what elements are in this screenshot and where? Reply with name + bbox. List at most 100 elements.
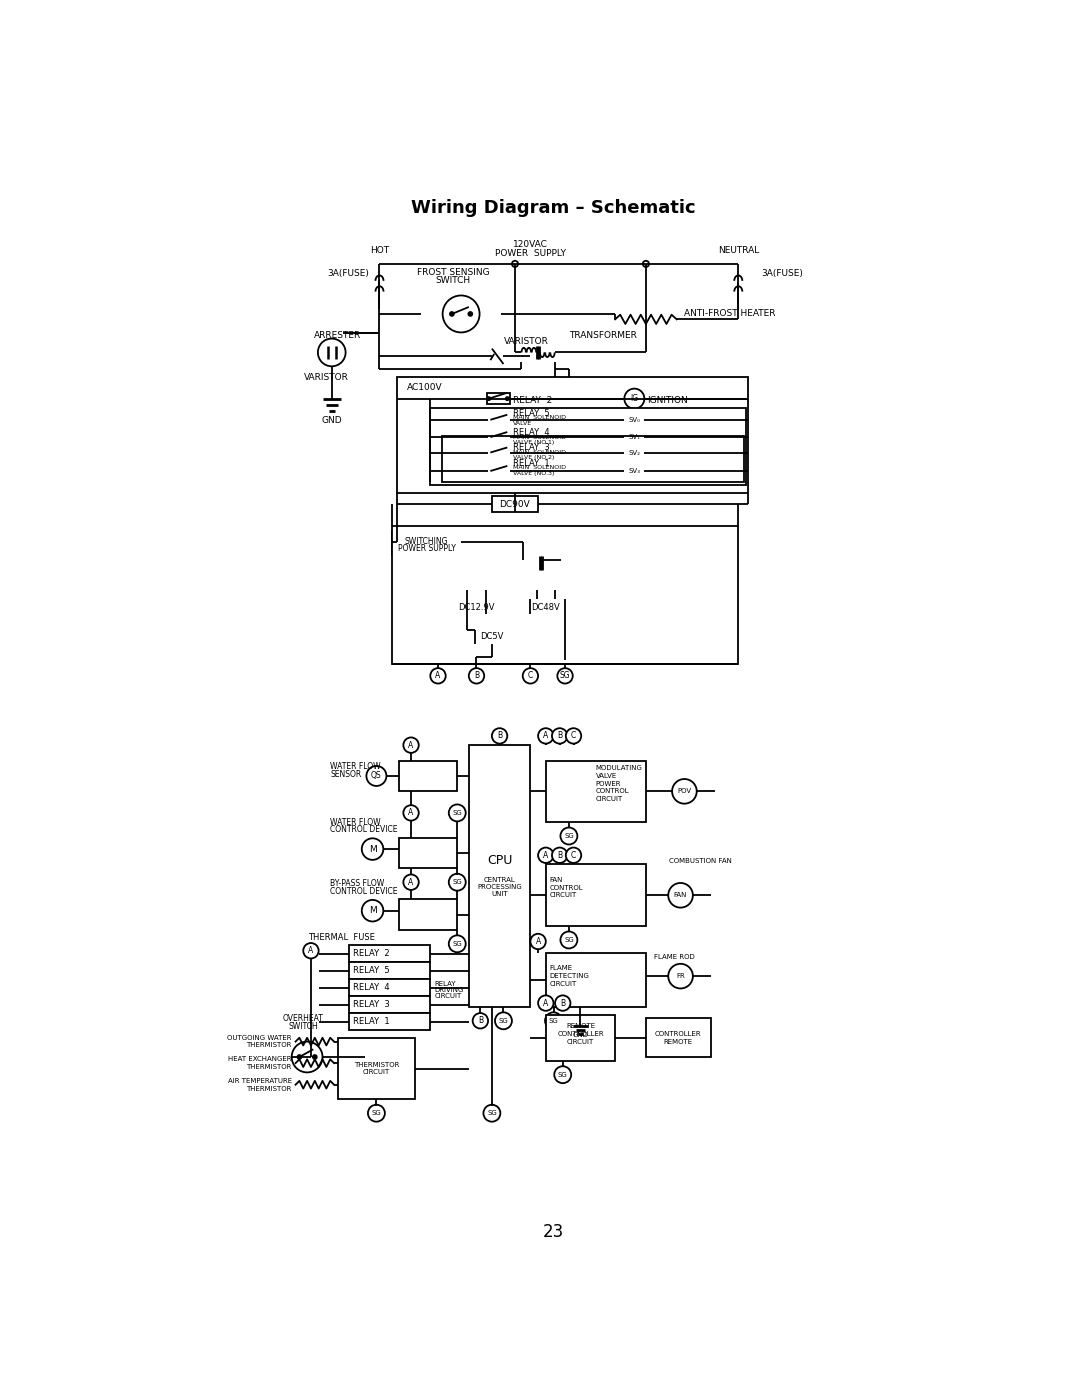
Text: RELAY  5: RELAY 5 bbox=[513, 409, 550, 418]
Circle shape bbox=[523, 668, 538, 683]
Text: AIR TEMPERATURE: AIR TEMPERATURE bbox=[228, 1078, 292, 1084]
Bar bbox=[530, 601, 565, 615]
Text: C: C bbox=[528, 672, 534, 680]
Circle shape bbox=[624, 409, 645, 430]
Text: MAIN  SOLENOID: MAIN SOLENOID bbox=[513, 465, 566, 471]
Bar bbox=[400, 838, 457, 869]
Text: THERMAL  FUSE: THERMAL FUSE bbox=[308, 933, 375, 942]
Text: SWITCH: SWITCH bbox=[436, 275, 471, 285]
Circle shape bbox=[489, 418, 491, 422]
Bar bbox=[350, 996, 430, 1013]
Circle shape bbox=[624, 388, 645, 409]
Circle shape bbox=[505, 397, 509, 400]
Text: A: A bbox=[408, 809, 414, 817]
Text: OVERHEAT: OVERHEAT bbox=[283, 1014, 324, 1023]
Text: CENTRAL: CENTRAL bbox=[484, 877, 515, 883]
Text: B: B bbox=[497, 732, 502, 740]
Text: SG: SG bbox=[453, 879, 462, 886]
Bar bbox=[338, 1038, 415, 1099]
Text: THERMISTOR: THERMISTOR bbox=[246, 1042, 292, 1048]
Text: FAN: FAN bbox=[550, 877, 563, 883]
Text: SENSOR: SENSOR bbox=[330, 770, 362, 780]
Text: HOT: HOT bbox=[370, 246, 389, 254]
Circle shape bbox=[624, 443, 645, 462]
Text: SWITCH: SWITCH bbox=[288, 1021, 319, 1031]
Text: VALVE: VALVE bbox=[596, 773, 617, 780]
Text: POWER SUPPLY: POWER SUPPLY bbox=[397, 545, 456, 553]
Circle shape bbox=[430, 668, 446, 683]
Text: GND: GND bbox=[322, 416, 342, 425]
Text: DC12.9V: DC12.9V bbox=[458, 604, 495, 612]
Text: SG: SG bbox=[487, 1111, 497, 1116]
Text: 23: 23 bbox=[543, 1222, 564, 1241]
Circle shape bbox=[465, 627, 470, 631]
Bar bbox=[545, 865, 646, 926]
Text: SG: SG bbox=[564, 937, 573, 943]
Text: WATER FLOW: WATER FLOW bbox=[330, 763, 381, 771]
Text: M: M bbox=[368, 845, 377, 854]
Circle shape bbox=[552, 728, 567, 743]
Text: BY-PASS FLOW: BY-PASS FLOW bbox=[330, 879, 384, 888]
Text: FR: FR bbox=[676, 974, 685, 979]
Text: A: A bbox=[543, 999, 549, 1007]
Text: CONTROLLER: CONTROLLER bbox=[557, 1031, 604, 1037]
Text: RELAY  4: RELAY 4 bbox=[513, 427, 550, 437]
Bar bbox=[475, 630, 513, 644]
Text: DETECTING: DETECTING bbox=[550, 974, 590, 979]
Text: CONTROLLER: CONTROLLER bbox=[654, 1031, 702, 1037]
Circle shape bbox=[297, 1055, 301, 1059]
Bar bbox=[350, 946, 430, 963]
Text: NEUTRAL: NEUTRAL bbox=[718, 246, 759, 254]
Text: SG: SG bbox=[453, 810, 462, 816]
Circle shape bbox=[538, 848, 554, 863]
Bar bbox=[457, 601, 496, 615]
Circle shape bbox=[303, 943, 319, 958]
Circle shape bbox=[505, 418, 509, 422]
Text: 3A(FUSE): 3A(FUSE) bbox=[327, 268, 369, 278]
Text: CONTROL: CONTROL bbox=[550, 884, 583, 891]
Circle shape bbox=[554, 1066, 571, 1083]
Bar bbox=[397, 377, 748, 493]
Text: THERMISTOR: THERMISTOR bbox=[354, 1062, 400, 1067]
Text: SG: SG bbox=[564, 833, 573, 840]
Text: SG: SG bbox=[559, 672, 570, 680]
Bar bbox=[545, 760, 646, 823]
Text: TRANSFORMER: TRANSFORMER bbox=[569, 331, 637, 339]
Bar bbox=[469, 745, 530, 1007]
Circle shape bbox=[491, 728, 508, 743]
Circle shape bbox=[530, 933, 545, 949]
Text: MAIN  SOLENOID: MAIN SOLENOID bbox=[513, 434, 566, 440]
Text: POV: POV bbox=[677, 788, 691, 795]
Text: CONTROL DEVICE: CONTROL DEVICE bbox=[330, 887, 397, 895]
Circle shape bbox=[505, 451, 509, 454]
Text: A: A bbox=[543, 851, 549, 859]
Text: 120VAC: 120VAC bbox=[513, 240, 548, 249]
Circle shape bbox=[449, 936, 465, 953]
Circle shape bbox=[362, 838, 383, 861]
Text: RELAY  3: RELAY 3 bbox=[513, 443, 550, 453]
Circle shape bbox=[505, 436, 509, 439]
Circle shape bbox=[489, 436, 491, 439]
Circle shape bbox=[313, 1055, 316, 1059]
Text: CIRCUIT: CIRCUIT bbox=[434, 993, 461, 999]
Bar bbox=[392, 525, 739, 665]
Text: A: A bbox=[408, 877, 414, 887]
Circle shape bbox=[561, 827, 578, 844]
Text: SG: SG bbox=[549, 1018, 558, 1024]
Circle shape bbox=[403, 875, 419, 890]
Text: 3A(FUSE): 3A(FUSE) bbox=[761, 268, 804, 278]
Circle shape bbox=[672, 780, 697, 803]
Text: DC90V: DC90V bbox=[500, 500, 530, 509]
Circle shape bbox=[669, 883, 693, 908]
Text: RELAY  1: RELAY 1 bbox=[353, 1017, 390, 1025]
Circle shape bbox=[669, 964, 693, 989]
Text: Wiring Diagram – Schematic: Wiring Diagram – Schematic bbox=[411, 198, 696, 217]
Circle shape bbox=[449, 873, 465, 891]
Circle shape bbox=[624, 461, 645, 481]
Text: VARISTOR: VARISTOR bbox=[303, 373, 349, 381]
Bar bbox=[488, 415, 510, 425]
Circle shape bbox=[362, 900, 383, 922]
Text: MODULATING: MODULATING bbox=[596, 766, 643, 771]
Circle shape bbox=[484, 1105, 500, 1122]
Text: SWITCHING: SWITCHING bbox=[405, 538, 448, 546]
